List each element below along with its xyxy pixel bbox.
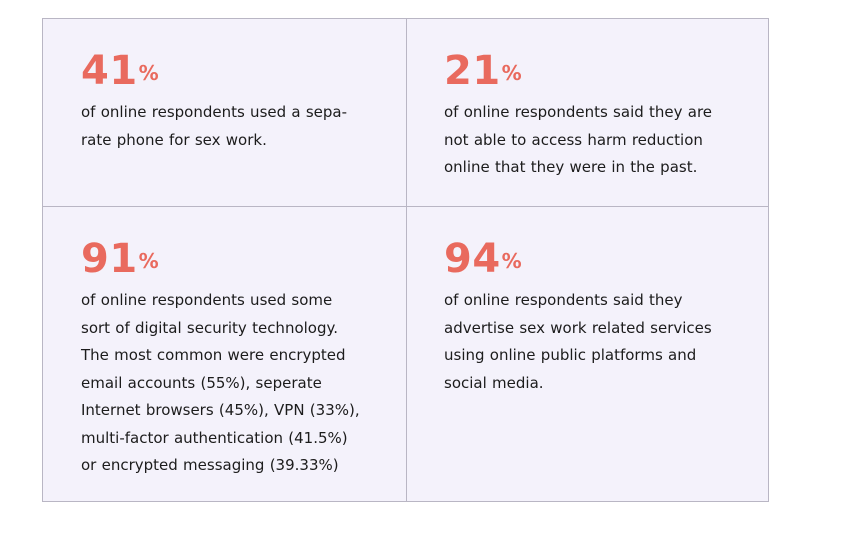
stat-description-line: of online respondents used some	[81, 291, 333, 309]
stat-description-line: of online respondents said they are	[444, 103, 713, 121]
stat-description-line: The most common were encrypted	[81, 346, 346, 364]
stat-description-line: advertise sex work related services	[444, 318, 712, 337]
stat-card-harm-reduction: 21% of online respondents said they are …	[444, 49, 744, 182]
stat-percent-sign: %	[501, 249, 523, 273]
stat-percent-sign: %	[501, 61, 523, 85]
stat-card-separate-phone: 41% of online respondents used a sepa- r…	[81, 49, 381, 154]
stat-description-line: Internet browsers (45%), VPN (33%),	[81, 401, 360, 419]
stat-description-line: email accounts (55%), seperate	[81, 373, 322, 392]
stat-number: 94	[444, 236, 501, 282]
stat-description-line: online that they were in the past.	[444, 158, 698, 176]
stat-value: 94%	[444, 237, 744, 281]
stat-number: 21	[444, 48, 501, 94]
stat-description-line: of online respondents said they	[444, 291, 683, 309]
stat-description: of online respondents used a sepa- rate …	[81, 99, 381, 154]
stat-description-line: of online respondents used a sepa-	[81, 103, 348, 121]
stat-description-line: multi-factor authentication (41.5%)	[81, 428, 348, 447]
stat-description: of online respondents said they are not …	[444, 99, 744, 182]
stat-percent-sign: %	[138, 61, 160, 85]
stat-description: of online respondents used some sort of …	[81, 287, 381, 480]
stat-value: 21%	[444, 49, 744, 93]
grid-divider-vertical	[406, 19, 407, 501]
stat-value: 41%	[81, 49, 381, 93]
stat-card-online-advertising: 94% of online respondents said they adve…	[444, 237, 744, 397]
stat-value: 91%	[81, 237, 381, 281]
stat-number: 91	[81, 236, 138, 282]
stat-percent-sign: %	[138, 249, 160, 273]
stat-card-digital-security: 91% of online respondents used some sort…	[81, 237, 381, 480]
stat-description-line: sort of digital security technology.	[81, 318, 338, 337]
grid-divider-horizontal	[43, 206, 768, 207]
stat-description-line: or encrypted messaging (39.33%)	[81, 456, 339, 474]
stat-description-line: social media.	[444, 373, 544, 392]
stats-grid: 41% of online respondents used a sepa- r…	[42, 18, 769, 502]
stat-description: of online respondents said they advertis…	[444, 287, 744, 397]
stat-description-line: not able to access harm reduction	[444, 130, 703, 149]
stat-number: 41	[81, 48, 138, 94]
stat-description-line: rate phone for sex work.	[81, 130, 267, 149]
stat-description-line: using online public platforms and	[444, 346, 697, 364]
